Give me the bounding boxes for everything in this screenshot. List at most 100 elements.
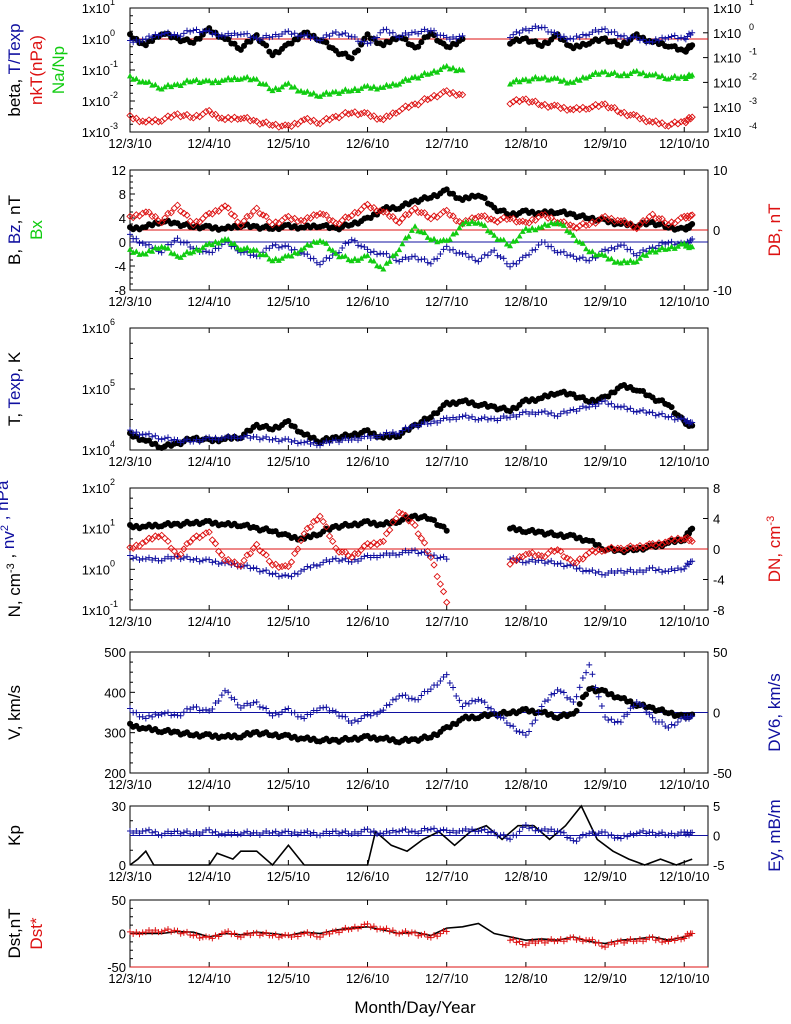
- panel-2-left-tick-label: -8: [114, 283, 126, 298]
- series-point-nkT: [528, 98, 536, 106]
- series-point-Bz: [310, 255, 317, 262]
- panel-4-x-tick-label: 12/4/10: [187, 614, 230, 629]
- series-point-Bx: [351, 255, 358, 262]
- series-point-Na/Np: [510, 78, 517, 85]
- y-label-part: Bz: [5, 224, 24, 244]
- series-point-Bx: [345, 256, 352, 263]
- panel-4-right-tick-label: -8: [713, 603, 725, 618]
- series-point-Texp: [146, 430, 153, 437]
- series-point-DN: [139, 539, 147, 547]
- series-point-T/Texp: [633, 34, 640, 41]
- series-point-Ey: [570, 837, 577, 844]
- series-point-Bx: [491, 232, 498, 238]
- series-point-DB: [481, 212, 489, 220]
- series-point-Bz: [304, 251, 311, 258]
- series-point-T/Texp: [573, 33, 580, 40]
- series-point-DV6: [351, 717, 358, 724]
- series-point-Texp: [567, 407, 574, 414]
- series-point-nv2: [678, 566, 685, 573]
- series-point-Bx: [294, 250, 301, 256]
- panel-4-x-tick-label: 12/3/10: [108, 614, 151, 629]
- series-point-Bz: [272, 241, 279, 248]
- series-point-T/Texp: [532, 23, 539, 30]
- series-point-Texp: [589, 401, 596, 408]
- series-point-Bz: [611, 246, 618, 252]
- series-point-Ey: [497, 832, 504, 839]
- series-point-Ey: [355, 830, 362, 837]
- panel-1-y-label: nkT(nPa): [27, 35, 46, 105]
- series-point-Bx: [298, 246, 305, 253]
- series-point-Texp: [646, 408, 653, 415]
- series-point-Dst*: [336, 929, 343, 936]
- series-point-Na/Np: [689, 71, 696, 78]
- series-point-DN: [192, 532, 201, 540]
- panel-1-right-tick-label: 1x10: [713, 51, 741, 66]
- series-point-DB: [544, 214, 552, 222]
- series-point-nkT: [585, 105, 593, 113]
- series-point-DV6: [364, 711, 371, 718]
- series-point-Dst*: [614, 938, 621, 945]
- series-point-DB: [183, 211, 191, 219]
- series-point-T/Texp: [209, 31, 216, 38]
- series-point-Texp: [307, 440, 314, 447]
- series-point-nkT: [386, 112, 394, 121]
- series-point-DN: [648, 539, 657, 548]
- series-point-DN: [325, 532, 334, 540]
- series-point-T/Texp: [304, 31, 311, 38]
- series-point-DV6: [161, 710, 168, 717]
- series-point-B: [450, 190, 457, 197]
- series-point-Bz: [317, 261, 324, 268]
- series-point-Ey: [630, 831, 637, 838]
- series-point-Bz: [621, 242, 628, 249]
- series-point-DV6: [595, 693, 602, 700]
- series-point-Texp: [415, 423, 422, 430]
- series-point-T/Texp: [177, 33, 184, 40]
- series-point-Texp: [560, 408, 567, 415]
- series-point-Texp: [399, 427, 406, 434]
- panel-1-x-tick-label: 12/7/10: [425, 136, 468, 151]
- series-point-nv2: [383, 550, 390, 557]
- series-point-Ey: [165, 828, 172, 835]
- series-point-DB: [405, 210, 413, 219]
- series-point-Bz: [348, 236, 355, 243]
- series-point-DN: [313, 516, 321, 524]
- series-point-DB: [158, 218, 166, 227]
- series-point-DV6: [570, 699, 577, 706]
- series-point-Dst*: [586, 937, 593, 944]
- series-point-Bz: [516, 257, 523, 264]
- series-point-DN: [683, 533, 692, 542]
- series-point-Bz: [209, 249, 216, 256]
- series-point-DV6: [500, 715, 507, 722]
- series-point-Bz: [456, 249, 463, 256]
- series-point-nv2: [367, 554, 374, 561]
- series-point-Texp: [538, 409, 545, 416]
- series-point-DB: [246, 212, 254, 220]
- series-point-T/Texp: [443, 34, 450, 41]
- series-point-DB: [221, 202, 229, 210]
- series-point-beta: [206, 25, 213, 32]
- series-point-Bx: [643, 252, 650, 258]
- series-point-Dst*: [127, 928, 133, 935]
- series-point-Ey: [247, 831, 254, 838]
- series-point-T/Texp: [326, 33, 333, 40]
- series-point-Bx: [402, 235, 409, 241]
- series-point-T: [434, 410, 441, 417]
- series-point-Dst*: [260, 931, 267, 938]
- series-point-Ey: [437, 827, 444, 834]
- series-point-nv2: [142, 556, 149, 563]
- series-point-DN: [180, 545, 188, 553]
- series-point-Na/Np: [412, 73, 419, 80]
- y-label-part: nPa: [0, 480, 12, 511]
- series-point-Bz: [250, 252, 257, 258]
- series-point-DN: [306, 523, 315, 531]
- series-point-Dst*: [659, 939, 666, 946]
- series-point-Bz: [535, 242, 542, 248]
- series-point-T/Texp: [161, 30, 168, 37]
- series-point-Dst*: [412, 929, 419, 936]
- series-point-nkT: [446, 89, 454, 98]
- series-point-Bz: [484, 252, 491, 259]
- series-point-Texp: [310, 439, 317, 446]
- series-point-Bz: [560, 248, 567, 255]
- series-point-Dst*: [592, 940, 599, 947]
- series-point-N: [589, 537, 596, 544]
